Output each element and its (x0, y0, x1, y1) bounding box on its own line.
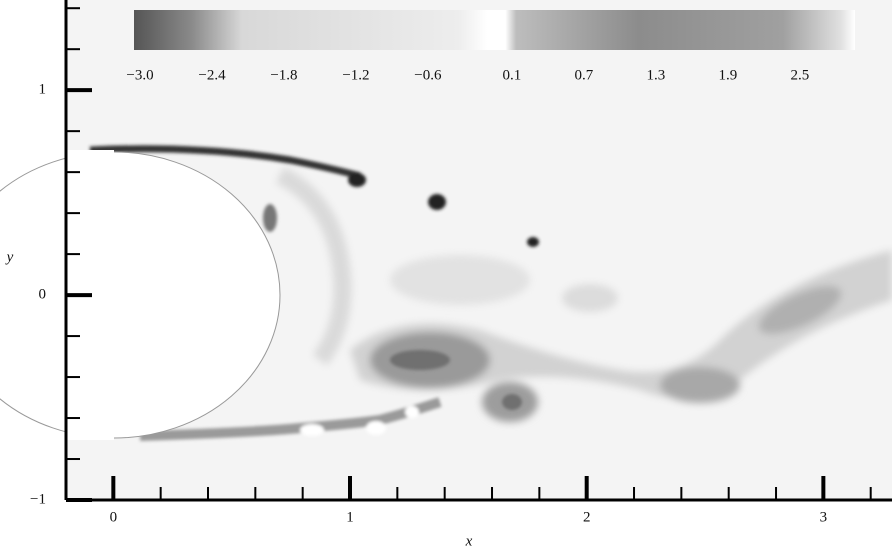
colorbar-tick-label: −0.6 (414, 67, 442, 83)
colorbar-tick-label: −1.8 (270, 67, 297, 83)
plot-area (0, 0, 892, 502)
colorbar (134, 10, 855, 50)
y-tick-label: −1 (30, 491, 46, 507)
x-tick-label: 1 (346, 509, 354, 525)
x-axis-label: x (465, 533, 473, 549)
colorbar-tick-label: 0.7 (575, 67, 594, 83)
colorbar-tick-label: −1.2 (342, 67, 369, 83)
colorbar-tick-label: 2.5 (790, 67, 809, 83)
vorticity-field (275, 166, 892, 422)
y-axis-label: y (5, 249, 14, 265)
y-tick-label: 0 (39, 287, 47, 303)
colorbar-tick-label: −3.0 (126, 67, 153, 83)
x-tick-label: 0 (110, 509, 118, 525)
colorbar-tick-label: 1.3 (646, 67, 665, 83)
y-tick-label: 1 (39, 82, 47, 98)
colorbar-tick-label: 1.9 (718, 67, 737, 83)
vortex-cores (89, 145, 539, 441)
x-tick-label: 2 (583, 509, 591, 525)
x-tick-label: 3 (820, 509, 828, 525)
colorbar-tick-label: 0.1 (503, 67, 522, 83)
colorbar-tick-label: −2.4 (198, 67, 226, 83)
